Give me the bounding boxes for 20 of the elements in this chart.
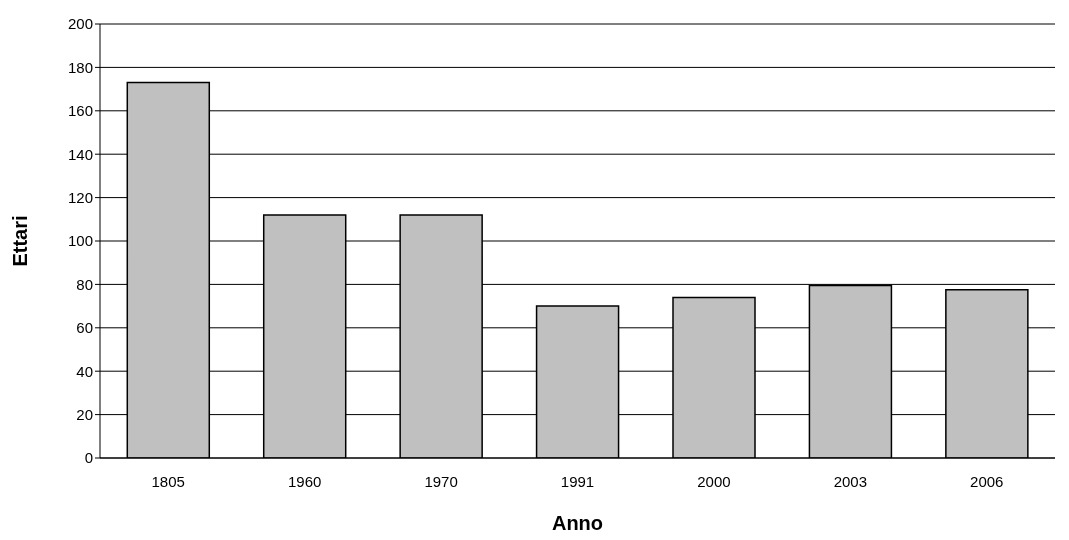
y-tick-label: 40	[76, 362, 93, 380]
y-tick-label: 140	[67, 145, 93, 163]
x-tick-label: 2000	[697, 472, 731, 490]
y-tick-label: 20	[76, 405, 93, 423]
y-tick-label: 160	[67, 102, 93, 120]
y-tick-label: 120	[67, 188, 93, 206]
x-tick-label: 1991	[560, 472, 595, 490]
x-tick-label: 1805	[151, 472, 185, 490]
x-tick-label: 1960	[287, 472, 322, 490]
y-tick-label: 60	[76, 319, 93, 337]
y-tick-label: 200	[67, 15, 93, 33]
y-tick-label: 180	[67, 58, 93, 76]
y-axis-title: Ettari	[9, 215, 31, 267]
x-tick-label: 2003	[833, 472, 868, 490]
x-axis-title: Anno	[551, 512, 604, 534]
y-tick-label: 0	[84, 449, 93, 467]
y-tick-label: 100	[67, 232, 93, 250]
x-tick-label: 2006	[970, 472, 1004, 490]
x-tick-label: 1970	[424, 472, 458, 490]
y-tick-label: 80	[76, 275, 93, 293]
